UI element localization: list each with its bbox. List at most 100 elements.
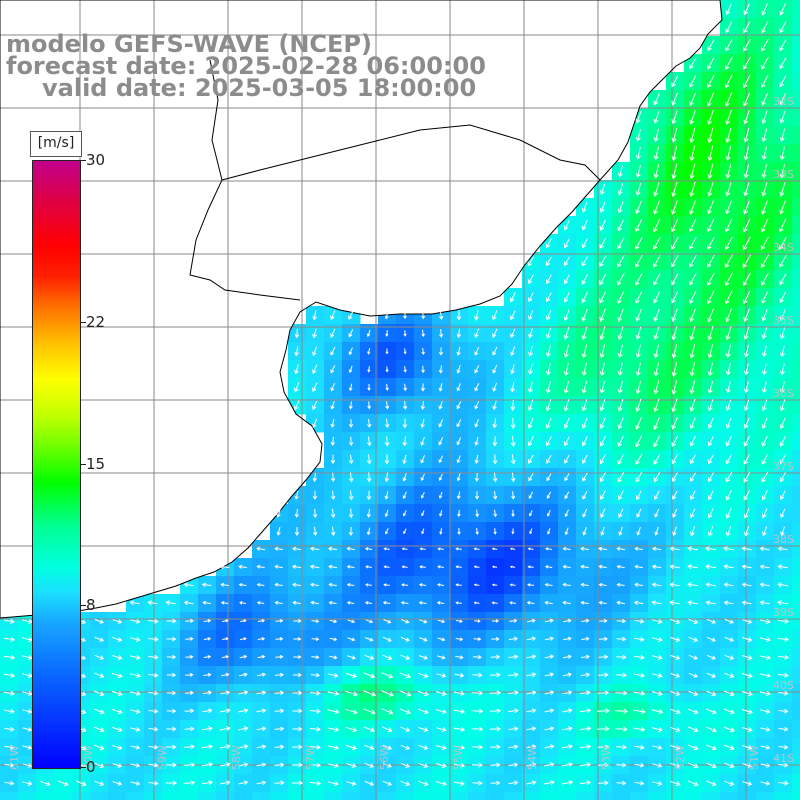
longitude-label: 57W: [304, 745, 317, 770]
wind-arrow: [148, 690, 159, 696]
wind-arrow: [348, 419, 354, 428]
wind-arrow: [3, 654, 16, 660]
wind-arrow: [509, 618, 518, 623]
wind-arrow: [707, 57, 715, 70]
wind-arrow: [436, 601, 445, 605]
wind-arrow: [346, 564, 355, 569]
wind-arrow: [689, 472, 696, 482]
wind-speed-cell: [396, 792, 415, 800]
wind-speed-cell: [792, 648, 800, 667]
wind-arrow: [759, 600, 770, 606]
wind-arrow: [526, 600, 535, 605]
wind-arrow: [706, 618, 716, 624]
wind-arrow: [94, 780, 105, 786]
wind-arrow: [743, 182, 750, 197]
wind-arrow: [385, 401, 390, 410]
wind-arrow: [617, 183, 624, 196]
wind-arrow: [563, 256, 570, 267]
wind-arrow: [526, 780, 537, 786]
wind-arrow: [76, 780, 87, 787]
wind-arrow: [616, 780, 627, 786]
wind-arrow: [670, 672, 681, 678]
wind-arrow: [294, 364, 299, 375]
wind-arrow: [598, 546, 608, 551]
wind-arrow: [365, 637, 374, 642]
wind-arrow: [292, 762, 303, 768]
wind-arrow: [725, 525, 732, 537]
wind-arrow: [725, 507, 732, 519]
longitude-label: 61W: [8, 745, 21, 770]
wind-arrow: [651, 582, 662, 588]
wind-arrow: [256, 601, 265, 605]
wind-arrow: [652, 781, 663, 786]
wind-arrow: [653, 273, 661, 286]
wind-arrow: [725, 326, 732, 341]
wind-arrow: [312, 364, 318, 375]
wind-arrow: [366, 329, 371, 338]
wind-arrow: [616, 600, 625, 605]
wind-arrow: [456, 473, 461, 482]
wind-arrow: [562, 708, 573, 714]
wind-arrow: [633, 708, 646, 714]
wind-arrow: [742, 254, 752, 269]
wind-arrow: [545, 381, 551, 394]
wind-speed-cell: [252, 792, 271, 800]
wind-arrow: [474, 346, 480, 356]
wind-arrow: [725, 489, 732, 501]
wind-arrow: [776, 600, 789, 606]
wind-arrow: [364, 601, 373, 605]
wind-arrow: [564, 491, 570, 500]
wind-arrow: [166, 672, 177, 678]
wind-arrow: [402, 491, 407, 500]
wind-speed-cell: [594, 792, 613, 800]
wind-arrow: [527, 399, 534, 412]
wind-speed-cell: [792, 126, 800, 145]
wind-arrow: [384, 491, 389, 500]
wind-arrow: [724, 74, 733, 89]
wind-arrow: [671, 326, 678, 341]
wind-arrow: [562, 726, 573, 732]
wind-arrow: [346, 781, 357, 786]
wind-arrow: [635, 490, 642, 501]
wind-arrow: [598, 636, 608, 642]
wind-speed-cell: [792, 90, 800, 109]
wind-arrow: [653, 110, 660, 124]
wind-arrow: [669, 582, 680, 588]
wind-arrow: [779, 435, 786, 447]
wind-arrow: [635, 129, 641, 142]
wind-arrow: [562, 546, 571, 551]
wind-arrow: [581, 309, 588, 322]
wind-arrow: [635, 200, 642, 215]
wind-arrow: [130, 708, 141, 714]
wind-arrow: [438, 419, 444, 428]
wind-arrow: [275, 636, 284, 641]
wind-arrow: [761, 56, 769, 70]
wind-arrow: [185, 672, 194, 677]
wind-arrow: [759, 690, 771, 696]
wind-arrow: [761, 182, 768, 197]
wind-arrow: [490, 672, 501, 678]
wind-arrow: [725, 218, 733, 233]
wind-arrow: [292, 582, 302, 587]
wind-arrow: [526, 726, 537, 731]
wind-arrow: [742, 218, 751, 233]
wind-arrow: [743, 92, 751, 107]
wind-arrow: [310, 582, 320, 587]
wind-arrow: [292, 744, 303, 750]
wind-arrow: [779, 93, 786, 106]
wind-arrow: [384, 418, 390, 429]
wind-arrow: [669, 708, 681, 715]
wind-arrow: [490, 780, 501, 786]
wind-arrow: [330, 310, 336, 321]
wind-speed-cell: [468, 792, 487, 800]
wind-arrow: [671, 308, 678, 322]
wind-arrow: [544, 565, 553, 569]
wind-arrow: [528, 491, 534, 499]
wind-arrow: [671, 255, 679, 268]
wind-speed-cell: [612, 792, 631, 800]
wind-arrow: [743, 146, 749, 161]
wind-arrow: [94, 636, 105, 642]
wind-arrow: [689, 398, 696, 412]
wind-arrow: [22, 727, 33, 732]
latitude-label: 40S: [773, 679, 794, 692]
